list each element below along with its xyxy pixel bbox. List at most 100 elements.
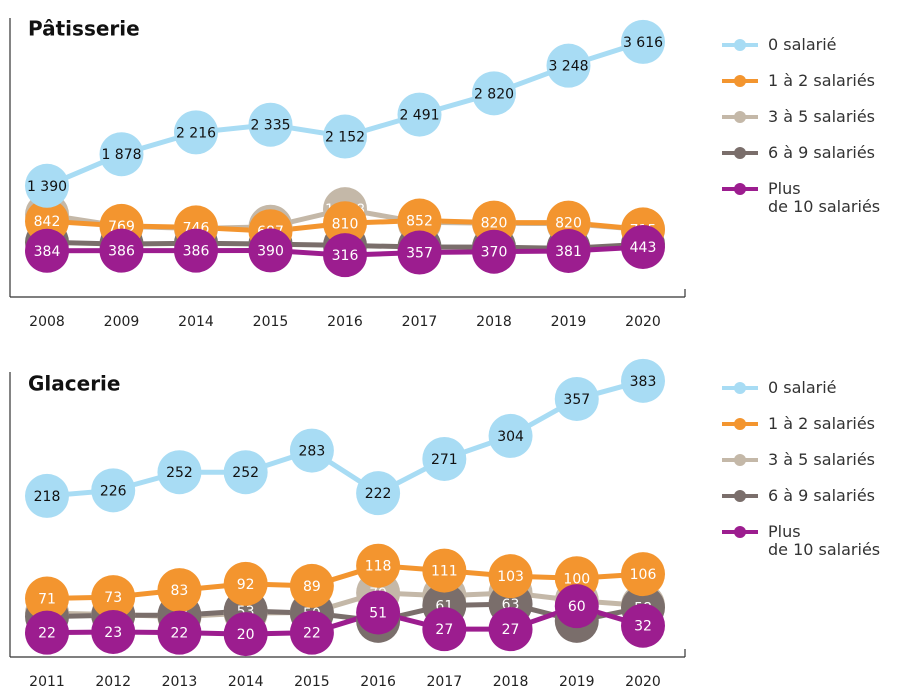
data-point <box>248 228 293 273</box>
data-label: 390 <box>257 243 284 259</box>
data-label: 1 878 <box>101 147 141 163</box>
x-tick-label: 2011 <box>29 674 65 690</box>
data-point <box>25 228 69 273</box>
data-point <box>25 576 69 621</box>
data-point <box>25 163 69 208</box>
x-tick-label: 2012 <box>95 674 131 690</box>
series-line <box>46 563 644 601</box>
legend-marker <box>734 490 746 502</box>
legend-label: Plus de 10 salariés <box>768 179 880 216</box>
data-label: 2 335 <box>250 118 290 134</box>
chart-title: Glacerie <box>28 372 120 396</box>
x-tick-label: 2014 <box>228 674 264 690</box>
data-label: 386 <box>108 244 135 260</box>
data-label: 100 <box>563 571 590 587</box>
data-label: 316 <box>332 248 359 264</box>
data-point <box>91 575 136 620</box>
data-point <box>323 201 367 246</box>
data-point <box>472 71 516 116</box>
data-point <box>472 229 516 274</box>
data-label: 357 <box>406 246 433 262</box>
data-label: 357 <box>563 392 590 408</box>
x-tick-label: 2019 <box>551 314 587 330</box>
data-label: 27 <box>502 622 520 638</box>
x-tick-label: 2015 <box>253 314 289 330</box>
data-point <box>621 552 665 597</box>
data-label: 383 <box>630 374 657 390</box>
data-point <box>488 554 533 599</box>
legend-label: 6 à 9 salariés <box>768 143 875 162</box>
data-point <box>157 610 202 655</box>
legend-label: Plus de 10 salariés <box>768 522 880 559</box>
data-point <box>174 110 218 155</box>
data-label: 22 <box>171 626 189 642</box>
data-point <box>91 609 136 654</box>
data-label: 89 <box>303 579 321 595</box>
data-point <box>223 561 268 606</box>
x-tick-label: 2017 <box>402 314 438 330</box>
data-point <box>289 610 334 655</box>
data-label: 20 <box>237 627 255 643</box>
data-point <box>546 228 591 273</box>
x-tick-label: 2014 <box>178 314 214 330</box>
data-label: 27 <box>435 622 453 638</box>
data-label: 226 <box>100 483 127 499</box>
data-label: 820 <box>555 216 582 232</box>
data-point <box>397 198 442 243</box>
data-point <box>323 114 367 159</box>
legend-marker <box>734 39 746 51</box>
data-label: 118 <box>365 559 392 575</box>
data-point <box>25 610 69 655</box>
data-label: 73 <box>104 590 122 606</box>
data-label: 2 216 <box>176 125 216 141</box>
data-point <box>422 607 467 652</box>
data-point <box>554 376 599 421</box>
legend-label: 1 à 2 salariés <box>768 414 875 433</box>
data-point <box>397 230 442 275</box>
data-point <box>356 590 401 635</box>
data-label: 111 <box>431 564 458 580</box>
data-point <box>157 450 202 495</box>
data-point <box>422 436 467 481</box>
legend-marker <box>734 418 746 430</box>
data-point <box>25 473 69 518</box>
data-label: 1 390 <box>27 179 67 195</box>
data-label: 92 <box>237 577 255 593</box>
data-point <box>174 228 218 273</box>
data-label: 83 <box>171 583 189 599</box>
data-point <box>99 132 144 177</box>
data-point <box>621 224 665 269</box>
x-tick-label: 2008 <box>29 314 65 330</box>
data-point <box>397 92 442 137</box>
legend-label: 0 salarié <box>768 35 837 54</box>
data-label: 222 <box>365 486 392 502</box>
chart-title: Pâtisserie <box>28 17 140 41</box>
data-point <box>91 468 136 513</box>
data-point <box>621 19 665 64</box>
x-tick-label: 2018 <box>493 674 529 690</box>
x-tick-label: 2020 <box>625 314 661 330</box>
data-label: 22 <box>303 626 321 642</box>
data-label: 218 <box>34 489 61 505</box>
data-label: 304 <box>497 429 524 445</box>
data-point <box>356 543 401 588</box>
data-label: 2 152 <box>325 130 365 146</box>
data-point <box>289 563 334 608</box>
x-tick-label: 2018 <box>476 314 512 330</box>
legend-label: 3 à 5 salariés <box>768 450 875 469</box>
data-label: 32 <box>634 619 652 635</box>
data-label: 820 <box>481 216 508 232</box>
data-point <box>248 102 293 147</box>
data-point <box>422 548 467 593</box>
data-label: 283 <box>299 444 326 460</box>
data-label: 852 <box>406 214 433 230</box>
data-label: 842 <box>34 214 61 230</box>
x-tick-label: 2013 <box>162 674 198 690</box>
data-point <box>554 584 599 629</box>
x-tick-label: 2009 <box>104 314 140 330</box>
data-point <box>356 471 401 516</box>
x-tick-label: 2017 <box>427 674 463 690</box>
data-label: 71 <box>38 591 56 607</box>
x-tick-label: 2015 <box>294 674 330 690</box>
